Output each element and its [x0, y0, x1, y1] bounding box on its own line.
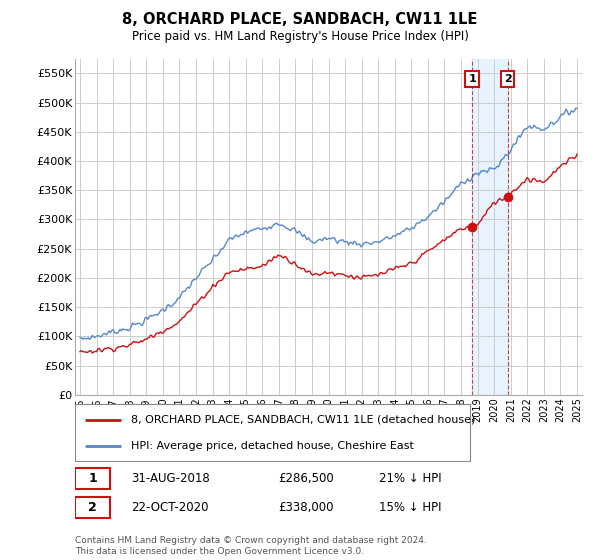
Text: 1: 1: [88, 472, 97, 485]
Text: 8, ORCHARD PLACE, SANDBACH, CW11 1LE (detached house): 8, ORCHARD PLACE, SANDBACH, CW11 1LE (de…: [131, 414, 475, 424]
FancyBboxPatch shape: [75, 404, 470, 461]
Text: 31-AUG-2018: 31-AUG-2018: [131, 472, 209, 485]
Text: 8, ORCHARD PLACE, SANDBACH, CW11 1LE: 8, ORCHARD PLACE, SANDBACH, CW11 1LE: [122, 12, 478, 27]
Text: 2: 2: [88, 501, 97, 514]
Text: 21% ↓ HPI: 21% ↓ HPI: [379, 472, 442, 485]
Text: 1: 1: [468, 74, 476, 84]
FancyBboxPatch shape: [75, 468, 110, 489]
Text: 15% ↓ HPI: 15% ↓ HPI: [379, 501, 442, 514]
Text: Price paid vs. HM Land Registry's House Price Index (HPI): Price paid vs. HM Land Registry's House …: [131, 30, 469, 43]
Text: £286,500: £286,500: [278, 472, 334, 485]
Bar: [472, 59, 508, 395]
Text: 2: 2: [504, 74, 511, 84]
Text: £338,000: £338,000: [278, 501, 334, 514]
FancyBboxPatch shape: [75, 497, 110, 517]
Text: HPI: Average price, detached house, Cheshire East: HPI: Average price, detached house, Ches…: [131, 441, 413, 451]
Text: Contains HM Land Registry data © Crown copyright and database right 2024.
This d: Contains HM Land Registry data © Crown c…: [75, 536, 427, 556]
Text: 22-OCT-2020: 22-OCT-2020: [131, 501, 208, 514]
